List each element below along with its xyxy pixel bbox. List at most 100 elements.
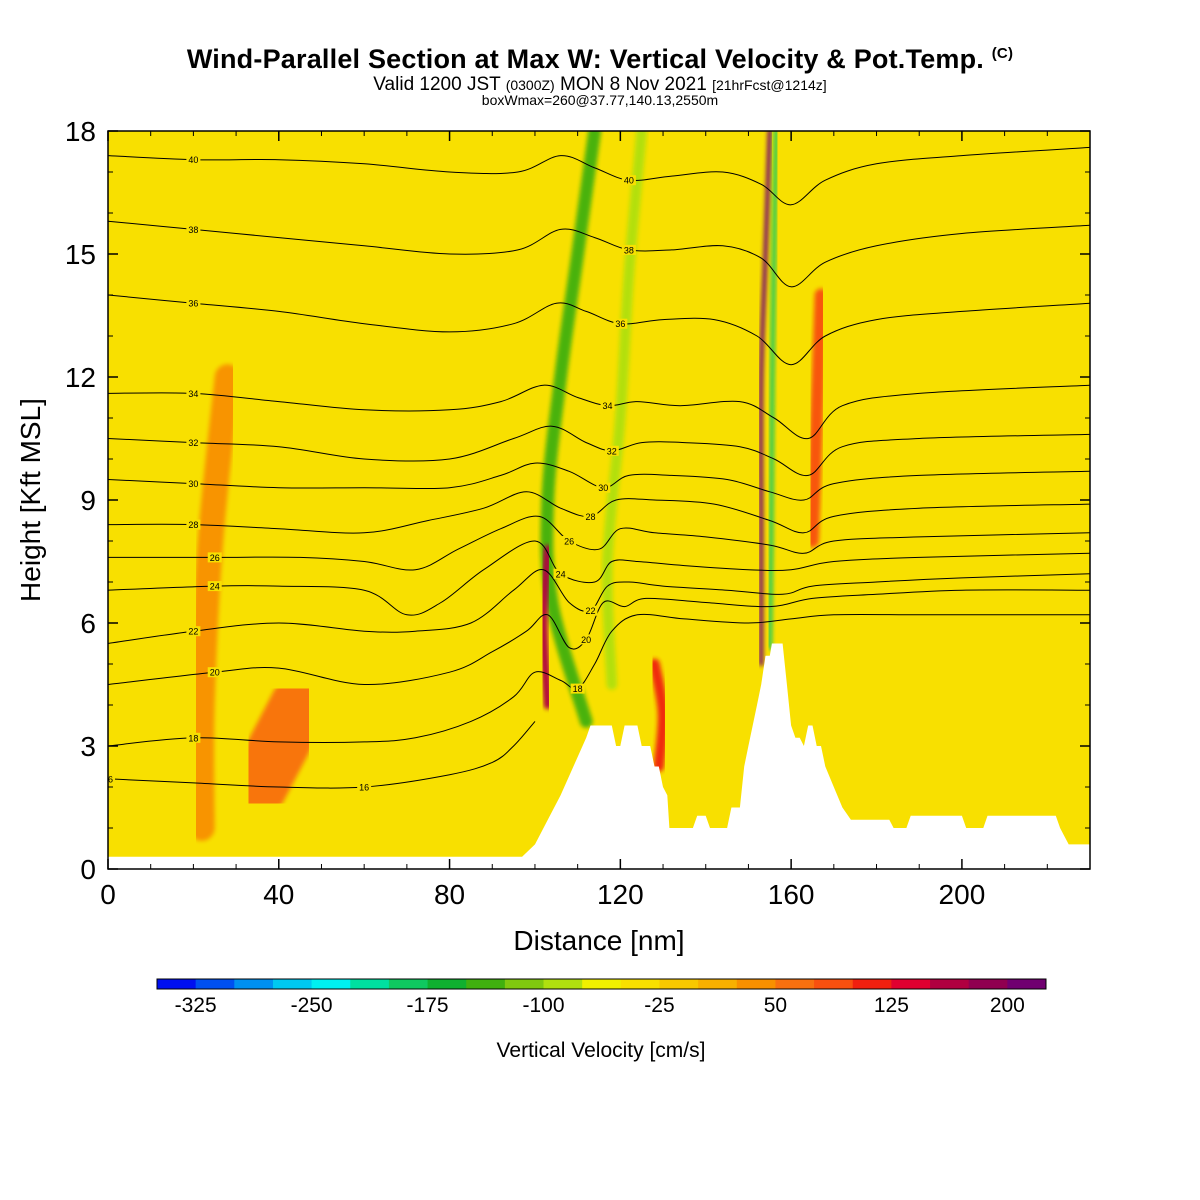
- contour-label-28: 28: [585, 512, 595, 522]
- w-feature-4: [758, 131, 772, 667]
- x-tick-label: 120: [597, 879, 644, 910]
- contour-label-bg: [621, 175, 636, 186]
- theta-contour-16: [108, 721, 536, 789]
- colorbar-swatch: [388, 979, 429, 989]
- contour-label-16: 16: [103, 774, 113, 784]
- valid-utc: (0300Z): [505, 77, 555, 93]
- contour-label-32: 32: [188, 438, 198, 448]
- colorbar-swatch: [504, 979, 545, 989]
- contour-label-20: 20: [210, 668, 220, 678]
- contour-label-36: 36: [188, 299, 198, 309]
- box-info: boxWmax=260@37.77,140.13,2550m: [481, 92, 719, 108]
- contour-label-28: 28: [188, 520, 198, 530]
- y-tick-label: 15: [65, 239, 96, 270]
- colorbar-swatch: [891, 979, 931, 989]
- contour-label-30: 30: [598, 483, 608, 493]
- colorbar-swatch: [775, 979, 815, 989]
- contour-label-bg: [186, 732, 201, 743]
- copyright-mark: (C): [991, 45, 1014, 62]
- colorbar-swatch: [272, 979, 313, 989]
- y-tick-label: 18: [65, 116, 96, 147]
- contour-label-26: 26: [564, 537, 574, 547]
- colorbar-swatch: [234, 979, 274, 989]
- w-feature-0: [540, 131, 602, 728]
- w-feature-3: [649, 658, 669, 772]
- colorbar-swatch: [659, 979, 699, 989]
- contour-label-24: 24: [210, 582, 220, 592]
- valid-time: Valid 1200 JST: [373, 74, 501, 95]
- contour-label-30: 30: [188, 479, 198, 489]
- x-tick-label: 0: [100, 879, 116, 910]
- contour-label-bg: [186, 154, 201, 165]
- contour-label-bg: [186, 388, 201, 399]
- w-feature-2: [539, 544, 553, 710]
- colorbar-label: Vertical Velocity [cm/s]: [497, 1039, 706, 1062]
- contour-label-20: 20: [581, 635, 591, 645]
- colorbar-swatch: [736, 979, 776, 989]
- contour-label-16: 16: [359, 783, 369, 793]
- contour-label-bg: [186, 224, 201, 235]
- contour-label-bg: [596, 482, 611, 493]
- contour-label-36: 36: [615, 319, 625, 329]
- colorbar-tick-label: -250: [291, 994, 333, 1017]
- colorbar-swatch: [930, 979, 970, 989]
- y-tick-label: 12: [65, 362, 96, 393]
- contour-label-18: 18: [188, 733, 198, 743]
- contour-label-bg: [583, 605, 598, 616]
- y-axis-label: Height [Kft MSL]: [15, 398, 46, 602]
- theta-contours: [108, 146, 1090, 789]
- contour-label-bg: [357, 782, 372, 792]
- contour-label-bg: [579, 634, 594, 645]
- colorbar-tick-label: -175: [407, 994, 449, 1017]
- theta-contour-18: [108, 613, 1090, 747]
- contour-label-bg: [108, 773, 115, 784]
- terrain-mask: [108, 643, 1090, 869]
- x-tick-label: 40: [263, 879, 294, 910]
- contour-label-bg: [186, 298, 201, 309]
- contour-label-40: 40: [188, 155, 198, 165]
- contour-label-bg: [207, 667, 222, 678]
- colorbar-swatch: [350, 979, 390, 989]
- contour-label-bg: [186, 478, 201, 489]
- theta-contour-24: [108, 540, 1090, 616]
- valid-date: MON 8 Nov 2021: [560, 74, 707, 95]
- contour-label-bg: [186, 437, 201, 448]
- contour-label-40: 40: [624, 176, 634, 186]
- colorbar-swatch: [543, 979, 583, 989]
- contour-label-bg: [186, 626, 201, 637]
- contour-label-38: 38: [188, 225, 198, 235]
- contour-label-bg: [186, 519, 201, 530]
- contour-label-26: 26: [210, 553, 220, 563]
- y-tick-label: 3: [80, 731, 96, 762]
- colorbar-swatch: [814, 979, 854, 989]
- colorbar-swatch: [157, 979, 197, 989]
- x-tick-label: 160: [768, 879, 815, 910]
- colorbar-tick-label: -25: [644, 994, 674, 1017]
- w-feature-6: [806, 288, 828, 548]
- x-tick-label: 80: [434, 879, 465, 910]
- w-feature-8: [188, 364, 241, 841]
- chart-subtitle: Valid 1200 JST (0300Z) MON 8 Nov 2021 [2…: [0, 74, 1200, 96]
- contour-label-22: 22: [188, 627, 198, 637]
- colorbar-swatch: [620, 979, 660, 989]
- colorbar-swatch: [466, 979, 506, 989]
- contour-label-bg: [613, 318, 628, 329]
- contour-label-34: 34: [188, 389, 198, 399]
- contour-label-bg: [583, 511, 598, 522]
- contour-label-24: 24: [556, 569, 566, 579]
- forecast-info: [21hrFcst@1214z]: [712, 77, 827, 93]
- colorbar-tick-label: 50: [764, 994, 787, 1017]
- theta-contour-26: [108, 515, 1090, 571]
- colorbar-swatch: [311, 979, 351, 989]
- colorbar-swatch: [427, 979, 467, 989]
- x-axis-label: Distance [nm]: [513, 925, 684, 956]
- contour-label-bg: [604, 445, 619, 456]
- contour-label-bg: [600, 400, 615, 411]
- colorbar-tick-label: -325: [175, 994, 217, 1017]
- contour-label-38: 38: [624, 245, 634, 255]
- y-tick-label: 0: [80, 854, 96, 885]
- vertical-velocity-field: [188, 131, 828, 841]
- chart-title-text: Wind-Parallel Section at Max W: Vertical…: [186, 44, 985, 74]
- colorbar-tick-label: -100: [523, 994, 565, 1017]
